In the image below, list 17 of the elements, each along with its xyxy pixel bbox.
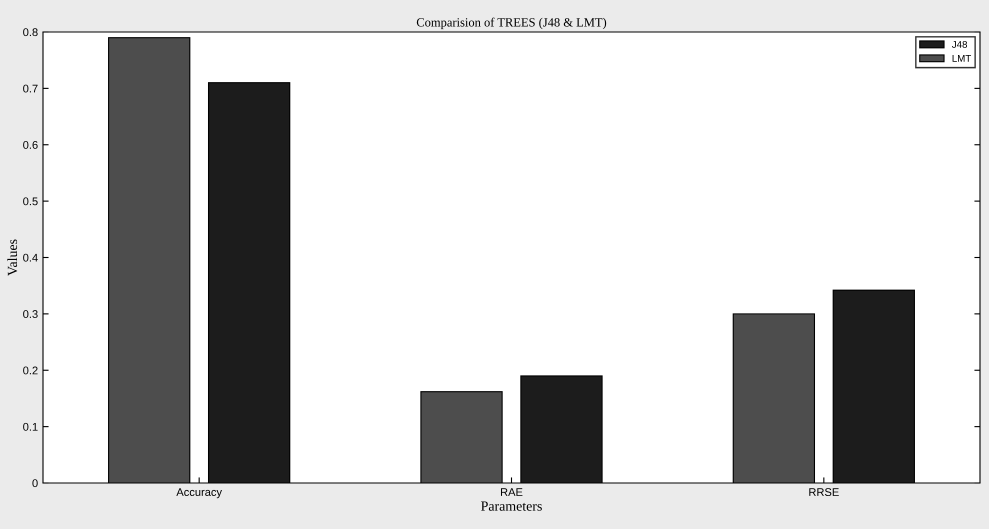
- x-tick-label: RRSE: [809, 488, 839, 496]
- x-tick-label: Accuracy: [176, 488, 222, 498]
- y-tick-label: 0.7: [23, 84, 38, 93]
- y-tick-label: 0.2: [23, 366, 38, 374]
- chart-title: Comparision of TREES (J48 & LMT): [416, 18, 606, 30]
- legend-label: LMT: [952, 55, 972, 62]
- legend-label: J48: [952, 41, 968, 48]
- x-axis-title: Parameters: [481, 502, 542, 511]
- y-tick-label: 0.6: [23, 141, 38, 149]
- y-tick-label: 0.4: [23, 254, 38, 262]
- y-axis-title: Values: [7, 239, 18, 276]
- y-tick-label: 0.5: [23, 197, 38, 206]
- x-tick-label: RAE: [500, 488, 522, 496]
- y-tick-label: 0.1: [23, 422, 38, 431]
- y-tick-label: 0: [32, 479, 38, 488]
- y-tick-label: 0.8: [23, 28, 38, 36]
- y-tick-label: 0.3: [23, 310, 38, 318]
